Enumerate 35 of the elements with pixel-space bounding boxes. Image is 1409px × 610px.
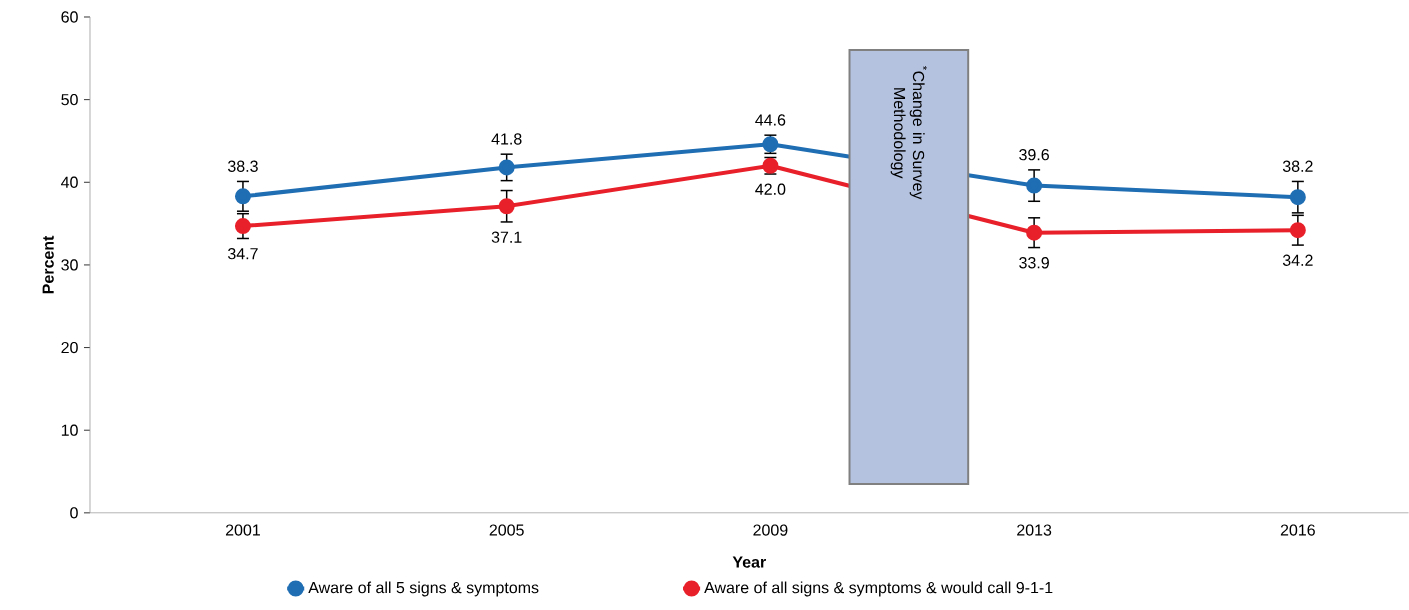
point <box>1026 177 1043 194</box>
data-label: 34.2 <box>1282 254 1313 267</box>
y-tick-label: 0 <box>70 507 78 519</box>
data-label: 44.6 <box>755 114 786 126</box>
y-tick-label: 50 <box>61 94 78 106</box>
y-tick-label: 30 <box>61 259 78 271</box>
legend-label: Aware of all signs & symptoms & would call 9-1-1 <box>704 581 1053 597</box>
data-label: 41.8 <box>491 133 522 145</box>
data-label: 38.3 <box>227 160 258 172</box>
x-tick-label: 2013 <box>1017 524 1052 536</box>
x-tick-label: 2016 <box>1280 524 1315 536</box>
data-label: 37.1 <box>491 231 522 243</box>
y-tick-label: 60 <box>61 11 78 23</box>
point <box>1289 189 1306 206</box>
point <box>498 159 515 176</box>
data-label: 42.0 <box>755 183 786 195</box>
point <box>234 218 251 235</box>
data-label: 38.2 <box>1282 160 1313 172</box>
data-label: 33.9 <box>1019 257 1049 269</box>
x-tick-label: 2009 <box>753 524 788 536</box>
data-label: 39.6 <box>1019 149 1049 161</box>
point <box>1026 224 1043 241</box>
y-tick-label: 10 <box>61 424 78 436</box>
point <box>1289 222 1306 239</box>
data-label: 34.7 <box>227 248 258 260</box>
annotation: $^{*}$Change in Survey Methodology <box>890 66 927 200</box>
y-tick-label: 20 <box>61 341 78 354</box>
x-tick-label: 2005 <box>489 524 524 536</box>
x-axis-title: Year <box>732 556 766 568</box>
y-tick-label: 40 <box>61 176 78 189</box>
legend-label: Aware of all 5 signs & symptoms <box>308 581 539 597</box>
point <box>234 188 251 205</box>
y-axis-title: Percent <box>42 235 54 294</box>
point <box>498 198 515 215</box>
x-tick-label: 2001 <box>225 524 260 536</box>
